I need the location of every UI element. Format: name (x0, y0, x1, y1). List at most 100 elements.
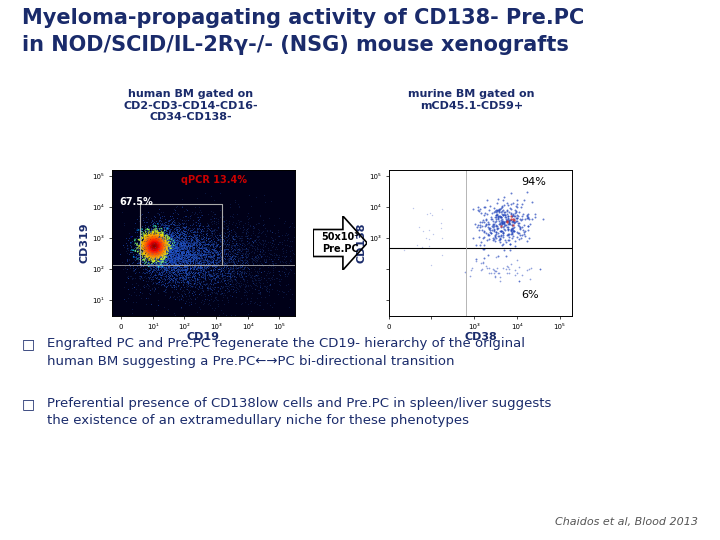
Point (172, 249, 184, 258)
Point (179, 262, 191, 271)
Point (159, 241, 171, 250)
Point (155, 240, 166, 248)
Point (138, 245, 150, 254)
Point (217, 222, 229, 231)
Point (135, 242, 147, 251)
Point (149, 250, 161, 259)
Point (215, 264, 227, 273)
Point (181, 264, 193, 273)
Point (148, 242, 159, 251)
Point (220, 269, 231, 278)
Point (231, 249, 243, 258)
Point (151, 238, 163, 246)
Point (178, 234, 189, 242)
Point (134, 253, 145, 262)
Point (161, 250, 173, 259)
Point (140, 251, 151, 259)
Point (147, 244, 158, 253)
Point (247, 239, 258, 247)
Point (204, 261, 215, 269)
Point (157, 235, 168, 244)
Point (279, 270, 291, 279)
Point (171, 242, 182, 251)
Text: Chaidos et al, Blood 2013: Chaidos et al, Blood 2013 (555, 516, 698, 526)
Point (171, 203, 182, 212)
Point (208, 251, 220, 260)
Point (200, 236, 212, 245)
Point (157, 255, 168, 264)
Point (478, 240, 490, 249)
Point (215, 237, 227, 246)
Point (150, 258, 162, 267)
Point (140, 236, 152, 245)
Point (174, 251, 186, 260)
Point (256, 320, 268, 328)
Point (186, 269, 198, 278)
Point (149, 246, 161, 254)
Point (147, 249, 158, 258)
Point (175, 278, 186, 287)
Point (153, 250, 165, 259)
Point (149, 233, 161, 241)
Point (163, 239, 175, 248)
Point (146, 241, 158, 249)
Point (224, 275, 235, 284)
Point (226, 272, 238, 281)
Point (185, 263, 197, 272)
Point (167, 261, 179, 269)
Point (150, 252, 161, 261)
Point (153, 229, 164, 238)
Point (191, 227, 202, 236)
Point (229, 252, 240, 260)
Point (120, 297, 132, 306)
Point (215, 230, 227, 239)
Point (228, 254, 239, 263)
Point (144, 248, 156, 257)
Point (165, 231, 176, 240)
Point (156, 244, 167, 253)
Point (150, 256, 161, 265)
Point (153, 255, 164, 264)
Point (176, 219, 187, 227)
Point (184, 276, 195, 285)
Point (211, 250, 222, 259)
Point (148, 244, 160, 252)
Point (185, 264, 197, 273)
Point (159, 252, 171, 260)
Point (146, 246, 158, 254)
Point (169, 258, 181, 267)
Point (200, 279, 212, 287)
Point (148, 247, 160, 255)
Point (210, 279, 221, 287)
Point (145, 247, 157, 256)
Point (163, 250, 174, 259)
Point (209, 271, 220, 280)
Point (161, 267, 172, 276)
Point (158, 227, 169, 235)
Point (150, 232, 162, 240)
Point (145, 249, 156, 258)
Point (180, 252, 192, 260)
Point (192, 259, 203, 268)
Point (207, 268, 219, 277)
Point (230, 258, 242, 266)
Point (206, 238, 217, 246)
Point (180, 264, 192, 273)
Point (145, 242, 157, 251)
Point (166, 255, 178, 264)
Point (178, 265, 189, 273)
Point (185, 241, 197, 249)
Point (176, 249, 187, 258)
Point (230, 239, 242, 247)
Point (507, 232, 518, 240)
Point (143, 267, 154, 275)
Point (189, 252, 201, 261)
Point (181, 266, 192, 274)
Point (162, 262, 174, 271)
Point (157, 249, 168, 258)
Point (207, 220, 218, 229)
Point (274, 281, 286, 289)
Point (238, 287, 250, 296)
Point (153, 205, 165, 214)
Point (140, 238, 151, 247)
